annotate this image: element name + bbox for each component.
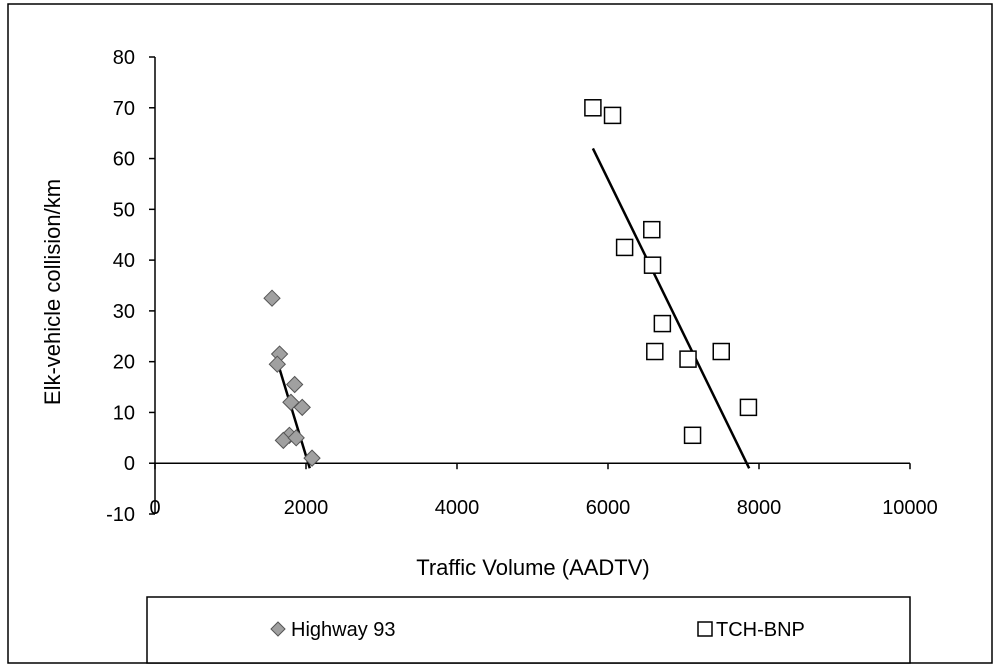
point-tch-bnp	[679, 350, 697, 368]
y-tick-label: 70	[113, 98, 135, 120]
point-tch-bnp	[646, 342, 664, 361]
y-tick-label: 60	[113, 149, 135, 171]
y-axis-title: Elk-vehicle collision/km	[40, 179, 65, 405]
legend-marker-highway-93	[270, 621, 286, 637]
x-tick-label: 8000	[737, 497, 782, 519]
point-highway-93	[263, 289, 281, 307]
point-tch-bnp	[615, 238, 634, 257]
point-tch-bnp	[683, 426, 702, 445]
legend: Highway 93 TCH-BNP	[146, 596, 911, 664]
point-highway-93	[285, 375, 304, 394]
x-tick-label: 4000	[435, 497, 480, 519]
legend-label-tch-bnp: TCH-BNP	[716, 619, 805, 641]
trendlines	[273, 147, 751, 469]
chart-frame	[7, 3, 993, 664]
point-highway-93	[293, 398, 311, 417]
point-tch-bnp	[584, 99, 602, 117]
point-tch-bnp	[643, 256, 662, 274]
trendline-tch-bnp	[591, 147, 751, 469]
y-tick-label: 20	[113, 352, 135, 374]
point-tch-bnp	[643, 220, 661, 239]
legend-marker-tch-bnp	[697, 621, 713, 637]
y-tick-label: 30	[113, 301, 135, 323]
point-tch-bnp	[653, 314, 672, 333]
legend-label-highway-93: Highway 93	[291, 619, 396, 641]
x-tick-label: 10000	[882, 497, 938, 519]
y-tick-label: 80	[113, 47, 135, 69]
x-tick-label: 2000	[284, 497, 329, 519]
y-tick-label: 40	[113, 250, 135, 272]
y-tick-label: 0	[124, 453, 135, 475]
y-tick-label: -10	[106, 504, 135, 526]
y-axis-ticks: -10 0 10 20 30 40 50 60 70 80	[106, 47, 155, 526]
y-tick-label: 10	[113, 402, 135, 424]
point-highway-93	[287, 429, 305, 447]
data-points	[263, 99, 758, 467]
x-axis-title: Traffic Volume (AADTV)	[416, 555, 650, 580]
point-tch-bnp	[739, 398, 758, 417]
point-tch-bnp	[712, 342, 730, 361]
point-highway-93	[303, 449, 321, 467]
y-tick-label: 50	[113, 199, 135, 221]
trendline-highway-93	[273, 351, 311, 469]
point-tch-bnp	[603, 106, 622, 125]
axes	[154, 57, 910, 514]
point-highway-93	[268, 355, 287, 373]
x-tick-label: 6000	[586, 497, 631, 519]
